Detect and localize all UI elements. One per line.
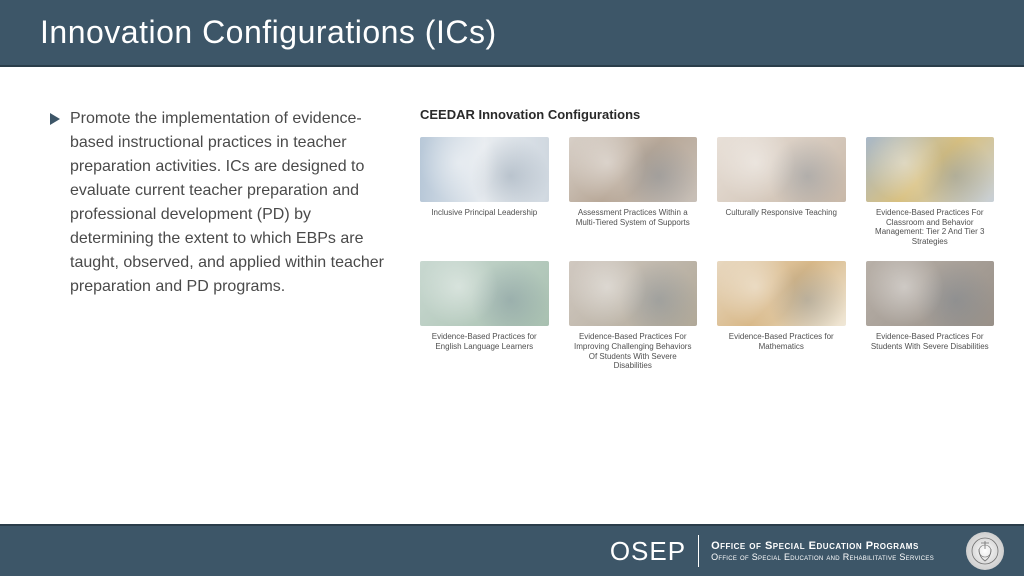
- card-grid: Inclusive Principal Leadership Assessmen…: [420, 137, 994, 371]
- card-image: [866, 261, 995, 326]
- footer-line1: Office of Special Education Programs: [711, 540, 934, 552]
- card-item: Evidence-Based Practices For Classroom a…: [866, 137, 995, 246]
- card-item: Evidence-Based Practices For Students Wi…: [866, 261, 995, 370]
- bullet-item: Promote the implementation of evidence-b…: [50, 107, 390, 299]
- footer-line2: Office of Special Education and Rehabili…: [711, 552, 934, 562]
- card-caption: Evidence-Based Practices For Students Wi…: [866, 332, 995, 351]
- footer-content: OSEP Office of Special Education Program…: [610, 532, 1004, 570]
- slide-title: Innovation Configurations (ICs): [40, 14, 984, 51]
- card-image: [420, 137, 549, 202]
- card-caption: Evidence-Based Practices for Mathematics: [717, 332, 846, 351]
- slide-header: Innovation Configurations (ICs): [0, 0, 1024, 67]
- card-caption: Evidence-Based Practices For Classroom a…: [866, 208, 995, 246]
- left-column: Promote the implementation of evidence-b…: [50, 107, 390, 371]
- card-image: [569, 261, 698, 326]
- card-item: Evidence-Based Practices for Mathematics: [717, 261, 846, 370]
- slide-footer: OSEP Office of Special Education Program…: [0, 524, 1024, 576]
- card-image: [717, 261, 846, 326]
- osep-logo: OSEP: [610, 536, 686, 567]
- right-column: CEEDAR Innovation Configurations Inclusi…: [410, 107, 994, 371]
- card-image: [866, 137, 995, 202]
- slide-content: Promote the implementation of evidence-b…: [0, 67, 1024, 391]
- card-image: [569, 137, 698, 202]
- card-item: Evidence-Based Practices for English Lan…: [420, 261, 549, 370]
- card-item: Assessment Practices Within a Multi-Tier…: [569, 137, 698, 246]
- card-caption: Assessment Practices Within a Multi-Tier…: [569, 208, 698, 227]
- card-image: [420, 261, 549, 326]
- card-item: Culturally Responsive Teaching: [717, 137, 846, 246]
- card-item: Inclusive Principal Leadership: [420, 137, 549, 246]
- card-caption: Evidence-Based Practices For Improving C…: [569, 332, 698, 370]
- card-caption: Culturally Responsive Teaching: [724, 208, 839, 218]
- card-caption: Inclusive Principal Leadership: [429, 208, 539, 218]
- bullet-text: Promote the implementation of evidence-b…: [70, 107, 390, 299]
- card-caption: Evidence-Based Practices for English Lan…: [420, 332, 549, 351]
- section-title: CEEDAR Innovation Configurations: [420, 107, 994, 122]
- card-item: Evidence-Based Practices For Improving C…: [569, 261, 698, 370]
- card-image: [717, 137, 846, 202]
- seal-icon: [966, 532, 1004, 570]
- footer-divider: [698, 535, 699, 567]
- footer-text: Office of Special Education Programs Off…: [711, 540, 934, 562]
- bullet-triangle-icon: [50, 112, 60, 299]
